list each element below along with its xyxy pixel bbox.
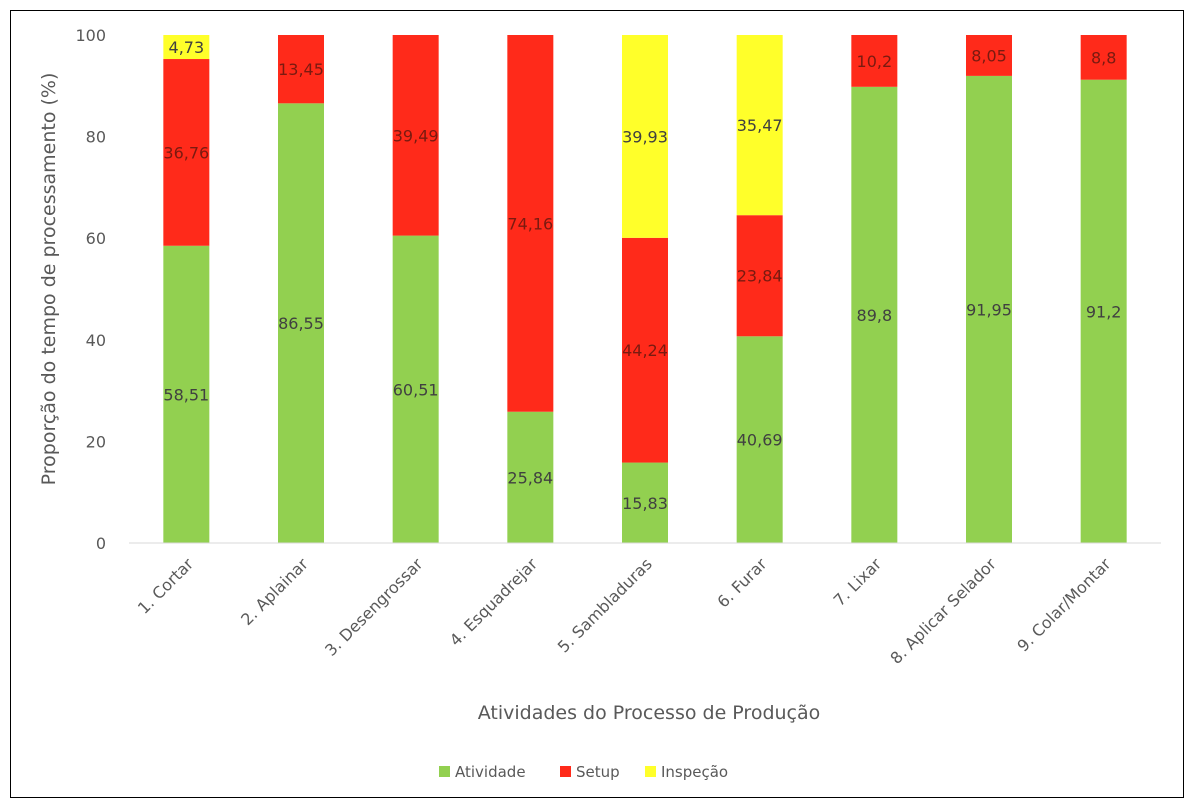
- bar-atividade-5: [622, 462, 668, 543]
- bar-setup-7: [851, 35, 898, 87]
- legend-swatch-setup: [560, 766, 571, 777]
- bar-inspeção-1: [163, 35, 210, 60]
- bar-atividade-7: [851, 86, 898, 543]
- bar-setup-2: [278, 35, 324, 104]
- stacked-bar-chart: 58,51 36,76 4,73 86,55 13,45 60,51 39,49 25,84 7…: [38, 26, 1161, 781]
- data-label-setup-5: 44,24: [622, 341, 668, 360]
- x-tick-label-5: 5. Sambladuras: [554, 554, 656, 656]
- legend-swatch-atividade: [439, 766, 450, 777]
- legend: Atividade Setup Inspeção: [439, 763, 728, 781]
- data-label-setup-6: 23,84: [737, 267, 783, 286]
- data-label-inspeção-5: 39,93: [622, 127, 668, 146]
- data-label-setup-8: 8,05: [971, 46, 1007, 65]
- y-axis: 0 20 40 60 80 100: [75, 26, 106, 553]
- chart-frame: 58,51 36,76 4,73 86,55 13,45 60,51 39,49 25,84 7…: [10, 10, 1184, 798]
- y-tick-label-20: 20: [86, 432, 106, 451]
- data-label-atividade-9: 91,2: [1086, 302, 1122, 321]
- y-tick-label-60: 60: [86, 229, 106, 248]
- x-axis: 1. Cortar 2. Aplainar 3. Desengrossar 4. Es…: [129, 542, 1161, 668]
- x-tick-label-1: 1. Cortar: [134, 554, 198, 618]
- data-label-atividade-5: 15,83: [622, 494, 668, 513]
- bar-inspeção-6: [736, 35, 783, 216]
- legend-label-atividade: Atividade: [455, 763, 526, 781]
- data-label-atividade-6: 40,69: [737, 431, 783, 450]
- y-axis-title: Proporção do tempo de processamento (%): [38, 73, 60, 486]
- data-label-setup-9: 8,8: [1091, 48, 1116, 67]
- legend-label-setup: Setup: [576, 763, 620, 781]
- x-tick-label-9: 9. Colar/Montar: [1013, 554, 1114, 655]
- bar-atividade-3: [392, 235, 439, 544]
- plot-area: 58,51 36,76 4,73 86,55 13,45 60,51 39,49 25,84 7…: [163, 35, 1127, 544]
- data-label-atividade-1: 58,51: [163, 385, 209, 404]
- bar-atividade-9: [1080, 79, 1127, 543]
- data-label-atividade-8: 91,95: [966, 300, 1012, 319]
- bar-setup-4: [507, 35, 554, 412]
- y-tick-label-80: 80: [86, 128, 106, 147]
- bar-setup-3: [392, 35, 439, 236]
- y-tick-label-0: 0: [96, 534, 106, 553]
- data-label-setup-2: 13,45: [278, 60, 324, 79]
- data-label-inspeção-6: 35,47: [737, 116, 783, 135]
- bar-atividade-6: [736, 336, 783, 543]
- bar-setup-8: [966, 35, 1012, 76]
- bar-setup-9: [1080, 35, 1127, 80]
- bar-atividade-2: [278, 103, 324, 544]
- bar-atividade-4: [507, 411, 554, 543]
- x-tick-label-3: 3. Desengrossar: [321, 554, 427, 660]
- data-label-atividade-7: 89,8: [857, 306, 893, 325]
- x-tick-label-7: 7. Lixar: [830, 554, 886, 610]
- data-label-setup-4: 74,16: [507, 214, 553, 233]
- data-label-atividade-2: 86,55: [278, 314, 324, 333]
- legend-swatch-inspeção: [645, 766, 656, 777]
- x-tick-label-8: 8. Aplicar Selador: [886, 554, 1000, 668]
- data-label-inspeção-1: 4,73: [169, 38, 205, 57]
- x-tick-label-2: 2. Aplainar: [237, 554, 312, 629]
- x-tick-label-6: 6. Furar: [713, 554, 770, 611]
- data-label-setup-3: 39,49: [393, 126, 439, 145]
- bar-setup-6: [736, 215, 783, 337]
- data-label-atividade-3: 60,51: [393, 380, 439, 399]
- data-label-setup-1: 36,76: [163, 143, 209, 162]
- legend-label-inspeção: Inspeção: [661, 763, 728, 781]
- data-label-setup-7: 10,2: [857, 52, 893, 71]
- x-axis-title: Atividades do Processo de Produção: [478, 702, 821, 724]
- bar-atividade-8: [966, 75, 1012, 544]
- bar-setup-5: [622, 237, 668, 463]
- bar-setup-1: [163, 59, 210, 246]
- y-tick-label-100: 100: [75, 26, 106, 45]
- x-tick-label-4: 4. Esquadrejar: [446, 554, 542, 650]
- bar-inspeção-5: [622, 35, 668, 238]
- y-tick-label-40: 40: [86, 331, 106, 350]
- data-label-atividade-4: 25,84: [507, 468, 553, 487]
- bar-atividade-1: [163, 245, 210, 543]
